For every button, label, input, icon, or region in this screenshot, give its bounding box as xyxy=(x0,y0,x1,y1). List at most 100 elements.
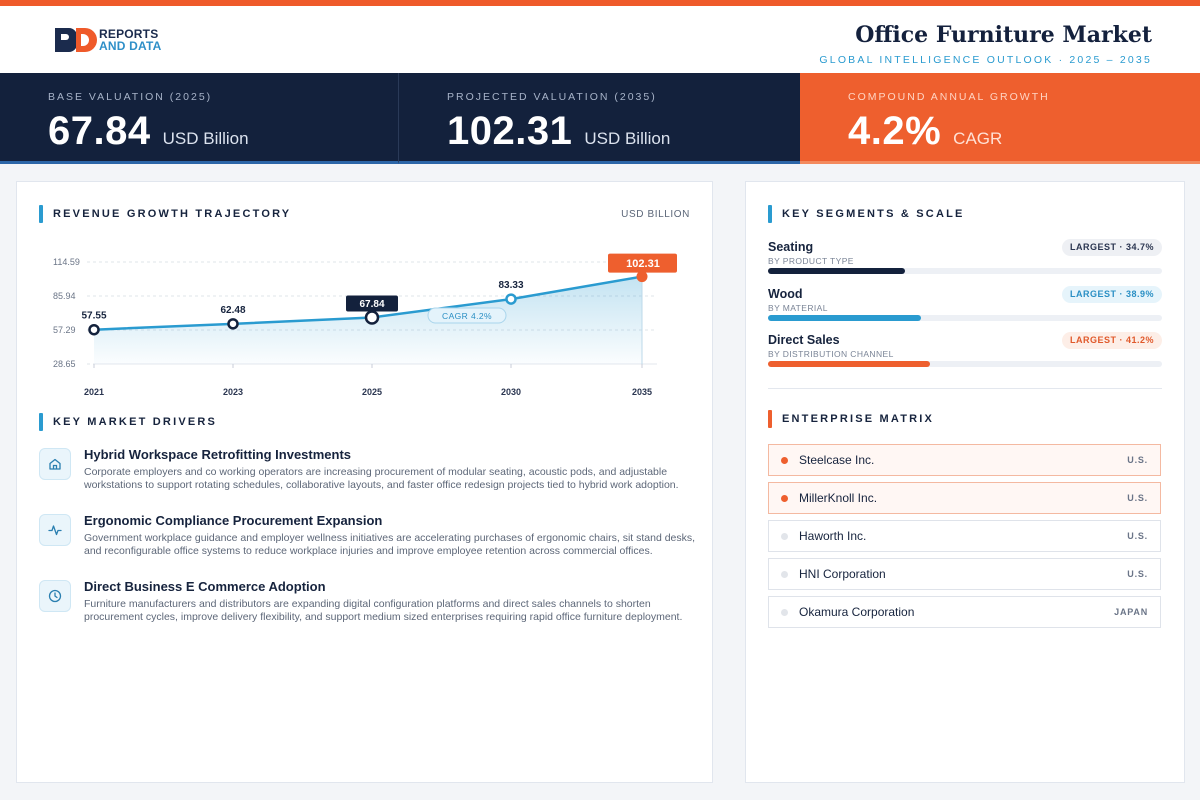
highlight-label-box xyxy=(346,295,398,312)
segment-category: BY MATERIAL xyxy=(768,303,828,313)
chart-unit-label: USD BILLION xyxy=(621,209,690,220)
kpi-label: COMPOUND ANNUAL GROWTH xyxy=(848,91,1050,103)
kpi-unit: USD Billion xyxy=(584,129,671,148)
kpi-value: 102.31 xyxy=(447,109,573,153)
segment-share-fill xyxy=(768,315,922,321)
data-point xyxy=(364,310,380,325)
status-dot xyxy=(781,533,788,540)
brand-line-1: REPORTS xyxy=(99,27,159,41)
divider xyxy=(768,388,1162,389)
data-point xyxy=(505,293,517,305)
x-tick-label: 2023 xyxy=(223,387,243,397)
matrix-row[interactable]: Okamura Corporation JAPAN xyxy=(768,596,1161,628)
drivers-section-title: KEY MARKET DRIVERS xyxy=(39,413,217,431)
matrix-section-title: ENTERPRISE MATRIX xyxy=(768,410,934,428)
company-name: HNI Corporation xyxy=(799,567,886,581)
segment-name: Wood xyxy=(768,287,803,301)
top-accent-bar xyxy=(0,0,1200,6)
company-name: Steelcase Inc. xyxy=(799,453,875,467)
segment-direct-sales: Direct Sales BY DISTRIBUTION CHANNEL LAR… xyxy=(768,332,1162,373)
segment-seating: Seating BY PRODUCT TYPE LARGEST · 34.7% xyxy=(768,239,1162,280)
segment-share-badge: LARGEST · 41.2% xyxy=(1061,332,1162,349)
driver-description: Furniture manufacturers and distributors… xyxy=(84,598,683,623)
company-name: Haworth Inc. xyxy=(799,529,867,543)
company-country: JAPAN xyxy=(1114,607,1148,617)
revenue-growth-chart: 114.59 85.94 57.29 28.65 2021 2023 2025 2030 203… xyxy=(53,253,677,397)
status-dot xyxy=(781,457,788,464)
header: REPORTS AND DATA Office Furniture Market… xyxy=(0,6,1200,73)
segment-share-fill xyxy=(768,361,931,367)
matrix-row[interactable]: HNI Corporation U.S. xyxy=(768,558,1161,590)
segment-share-badge: LARGEST · 38.9% xyxy=(1061,286,1162,303)
segments-and-matrix-card: KEY SEGMENTS & SCALE Seating BY PRODUCT … xyxy=(745,181,1185,783)
kpi-unit: CAGR xyxy=(953,129,1003,148)
x-tick-label: 2025 xyxy=(362,387,382,397)
segment-share-track xyxy=(768,315,1162,321)
kpi-cagr: COMPOUND ANNUAL GROWTH 4.2% CAGR xyxy=(800,73,1200,164)
brand-line-2: AND DATA xyxy=(99,39,162,53)
status-dot xyxy=(781,495,788,502)
data-point xyxy=(636,271,648,283)
data-label: 67.84 xyxy=(359,299,384,310)
driver-item: Direct Business E Commerce Adoption Furn… xyxy=(39,579,699,646)
kpi-projected-valuation: PROJECTED VALUATION (2035) 102.31 USD Bi… xyxy=(399,73,800,164)
data-point xyxy=(88,323,100,336)
y-tick-label: 85.94 xyxy=(53,291,76,301)
x-tick-label: 2021 xyxy=(84,387,104,397)
matrix-row[interactable]: Haworth Inc. U.S. xyxy=(768,520,1161,552)
driver-description: Government workplace guidance and employ… xyxy=(84,532,696,557)
driver-item: Ergonomic Compliance Procurement Expansi… xyxy=(39,513,699,580)
growth-section-title: REVENUE GROWTH TRAJECTORY xyxy=(39,205,291,223)
kpi-value: 67.84 xyxy=(48,109,151,153)
y-tick-label: 28.65 xyxy=(53,359,76,369)
matrix-row[interactable]: MillerKnoll Inc. U.S. xyxy=(768,482,1161,514)
segment-share-fill xyxy=(768,268,905,274)
x-tick-label: 2030 xyxy=(501,387,521,397)
x-tick-label: 2035 xyxy=(632,387,652,397)
drivers-list: Hybrid Workspace Retrofitting Investment… xyxy=(39,447,699,646)
section-accent xyxy=(768,410,772,428)
driver-item: Hybrid Workspace Retrofitting Investment… xyxy=(39,447,699,514)
kpi-band: BASE VALUATION (2025) 67.84 USD Billion … xyxy=(0,73,1200,164)
growth-and-drivers-card: REVENUE GROWTH TRAJECTORY USD BILLION 11… xyxy=(16,181,713,783)
status-dot xyxy=(781,571,788,578)
brand-logo[interactable]: REPORTS AND DATA xyxy=(55,28,161,52)
segments-section-title: KEY SEGMENTS & SCALE xyxy=(768,205,965,223)
data-point xyxy=(227,318,239,330)
segment-share-track xyxy=(768,361,1162,367)
segment-share-badge: LARGEST · 34.7% xyxy=(1061,239,1162,256)
kpi-label: BASE VALUATION (2025) xyxy=(48,91,213,103)
page-title: Office Furniture Market xyxy=(855,22,1152,48)
section-accent xyxy=(768,205,772,223)
end-label-box xyxy=(608,253,677,273)
company-country: U.S. xyxy=(1127,569,1148,579)
kpi-value: 4.2% xyxy=(848,109,942,153)
company-name: Okamura Corporation xyxy=(799,605,915,619)
segment-category: BY DISTRIBUTION CHANNEL xyxy=(768,349,894,359)
segment-name: Direct Sales xyxy=(768,333,840,347)
segment-wood: Wood BY MATERIAL LARGEST · 38.9% xyxy=(768,286,1162,327)
segment-share-track xyxy=(768,268,1162,274)
driver-title: Ergonomic Compliance Procurement Expansi… xyxy=(84,513,383,528)
data-label: 102.31 xyxy=(626,258,660,270)
data-label: 62.48 xyxy=(220,305,245,316)
y-tick-label: 114.59 xyxy=(53,257,80,267)
data-label: 83.33 xyxy=(498,280,523,291)
pulse-icon xyxy=(39,514,71,546)
driver-title: Hybrid Workspace Retrofitting Investment… xyxy=(84,447,352,462)
driver-title: Direct Business E Commerce Adoption xyxy=(84,579,326,594)
company-country: U.S. xyxy=(1127,455,1148,465)
matrix-row[interactable]: Steelcase Inc. U.S. xyxy=(768,444,1161,476)
company-country: U.S. xyxy=(1127,493,1148,503)
company-country: U.S. xyxy=(1127,531,1148,541)
company-name: MillerKnoll Inc. xyxy=(799,491,878,505)
home-icon xyxy=(39,448,71,480)
section-accent xyxy=(39,413,43,431)
cagr-annotation: CAGR 4.2% xyxy=(442,311,492,321)
status-dot xyxy=(781,609,788,616)
page-subtitle: GLOBAL INTELLIGENCE OUTLOOK · 2025 – 203… xyxy=(819,54,1152,66)
logo-mark-icon xyxy=(55,28,97,52)
kpi-label: PROJECTED VALUATION (2035) xyxy=(447,91,657,103)
section-accent xyxy=(39,205,43,223)
cagr-annotation-pill xyxy=(427,307,507,324)
